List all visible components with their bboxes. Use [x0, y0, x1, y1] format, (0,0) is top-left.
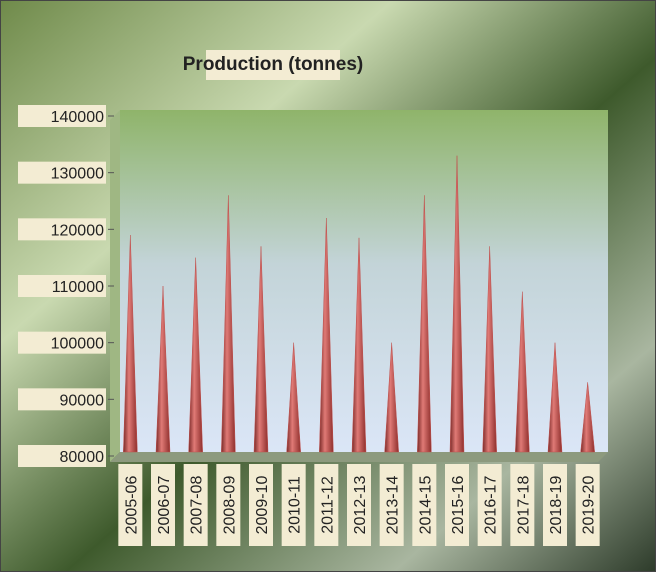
bar [155, 285, 171, 453]
tick-label-box [18, 218, 106, 241]
tick-label-box [18, 445, 106, 467]
y-tick-label: 90000 [60, 392, 105, 409]
tick-label-box [18, 331, 106, 354]
bar [417, 195, 432, 453]
tick-label-box [18, 105, 106, 127]
tick-label-box [18, 388, 106, 411]
y-tick-label: 130000 [51, 166, 104, 183]
x-label-box [118, 464, 143, 546]
x-label-box [151, 464, 175, 546]
tick-label-box [18, 275, 106, 297]
x-label-box [477, 464, 502, 546]
x-tick-label: 2010-11 [287, 476, 304, 534]
x-tick-label: 2017-18 [515, 476, 532, 535]
x-label-box [249, 464, 273, 546]
bar [482, 246, 497, 453]
tick-label-box [18, 161, 106, 184]
chart-title: Production (tonnes) [183, 54, 363, 75]
x-tick-label: 2018-19 [548, 476, 565, 535]
floor [110, 452, 608, 462]
x-label-box [575, 464, 600, 546]
bar [384, 342, 399, 453]
x-tick-label: 2007-08 [189, 476, 206, 535]
bar [123, 234, 138, 453]
x-label-box [379, 464, 404, 546]
y-tick-label: 100000 [51, 336, 104, 353]
y-tick-label: 140000 [51, 109, 104, 126]
x-tick-label: 2014-15 [417, 476, 434, 535]
x-label-box [183, 464, 208, 546]
x-tick-label: 2015-16 [450, 476, 467, 535]
bar [188, 257, 203, 453]
x-tick-label: 2008-09 [221, 476, 238, 535]
side-wall [110, 110, 120, 462]
x-label-box [445, 464, 469, 546]
x-tick-label: 2012-13 [352, 476, 369, 535]
y-tick-label: 120000 [51, 222, 104, 239]
bar [449, 155, 465, 453]
title-box [206, 50, 340, 80]
bar [515, 291, 530, 453]
bar [351, 237, 367, 453]
y-tick-label: 80000 [60, 449, 105, 466]
x-tick-label: 2011-12 [319, 476, 336, 534]
x-label-box [543, 464, 567, 546]
x-label-box [281, 464, 306, 546]
bar [253, 246, 269, 453]
x-tick-label: 2013-14 [385, 476, 402, 535]
bar [286, 342, 301, 453]
x-label-box [510, 464, 535, 546]
bar [547, 342, 563, 453]
x-label-box [412, 464, 437, 546]
x-tick-label: 2009-10 [254, 476, 271, 535]
x-label-box [347, 464, 371, 546]
x-label-box [314, 464, 339, 546]
x-tick-label: 2006-07 [156, 476, 173, 535]
bar [221, 195, 236, 453]
y-tick-label: 110000 [52, 279, 104, 296]
bar [580, 382, 595, 453]
x-tick-label: 2016-17 [483, 476, 500, 535]
x-tick-label: 2005-06 [123, 476, 140, 535]
bar [319, 217, 334, 453]
x-label-box [216, 464, 241, 546]
x-tick-label: 2019-20 [581, 476, 598, 535]
